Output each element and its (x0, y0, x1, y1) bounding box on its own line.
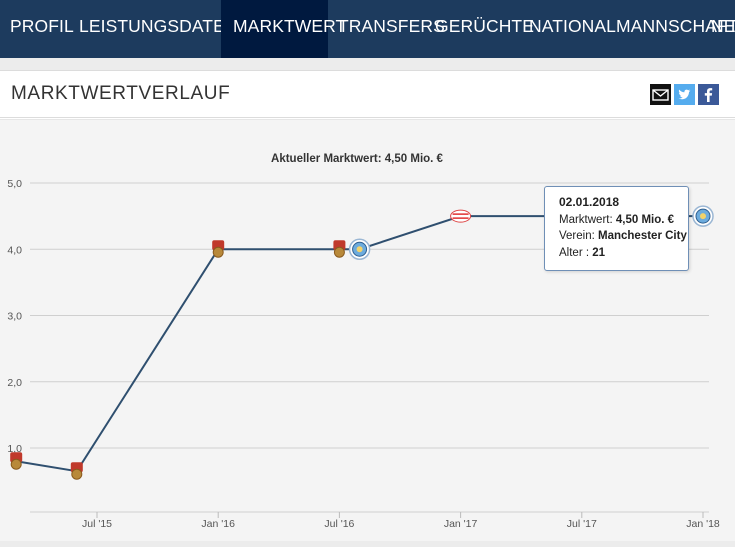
city-crest-center (356, 246, 363, 253)
x-tick-label: Jul '17 (567, 518, 597, 530)
box-header: MARKTWERTVERLAUF (0, 71, 735, 118)
nav-geruechte[interactable]: GERÜCHTE (435, 16, 534, 36)
augsburg-crest-emblem (10, 458, 22, 470)
tooltip-club-row: Verein: Manchester City (559, 228, 688, 245)
chart-title: Aktueller Marktwert: 4,50 Mio. € (271, 153, 444, 165)
nav-transfers[interactable]: TRANSFERS (338, 16, 445, 36)
tooltip-age-label: Alter (559, 246, 583, 259)
augsburg-crest-emblem (71, 468, 83, 480)
x-tick-label: Jul '15 (82, 518, 112, 530)
y-tick-label: 3,0 (7, 311, 22, 323)
spacer-band (0, 58, 735, 70)
marktwert-box: MARKTWERTVERLAUF Aktueller Marktwert: 4,… (0, 70, 735, 547)
tooltip-age-value: 21 (592, 246, 606, 259)
chart-area: Aktueller Marktwert: 4,50 Mio. € 5,0 4,0 3,… (0, 119, 735, 547)
tooltip-market-label: Marktwert: (559, 213, 613, 226)
y-tick-label: 5,0 (7, 178, 22, 190)
tooltip-date: 02.01.2018 (559, 195, 620, 209)
x-tick-label: Jan '16 (201, 518, 235, 530)
nav-profil[interactable]: PROFIL (10, 16, 74, 36)
market-value-chart: Aktueller Marktwert: 4,50 Mio. € 5,0 4,0 3,… (7, 153, 720, 530)
nav-news[interactable]: NEW (711, 16, 735, 36)
box-title: MARKTWERTVERLAUF (11, 83, 231, 104)
tooltip-club-label: Verein: (559, 230, 595, 242)
y-tick-label: 2,0 (7, 377, 22, 389)
y-tick-label: 4,0 (7, 244, 22, 256)
city-crest-center (700, 213, 706, 220)
augsburg-crest-emblem (212, 246, 224, 258)
chart-tooltip: 02.01.2018 Marktwert: 4,50 Mio. € Verein… (544, 186, 689, 271)
tooltip-age-row: Alter : 21 (559, 246, 606, 259)
y-tick-label: 1,0 (7, 443, 22, 455)
tooltip-market-value: 4,50 Mio. € (615, 213, 675, 226)
twitter-icon[interactable] (674, 84, 695, 105)
mail-icon[interactable] (650, 84, 671, 105)
nav-marktwert[interactable]: MARKTWERT (221, 0, 346, 58)
x-tick-label: Jan '18 (686, 518, 720, 530)
psv-crest-icon (450, 209, 472, 223)
tooltip-market-row: Marktwert: 4,50 Mio. € (559, 212, 688, 229)
nav-nationalmannschaft[interactable]: NATIONALMANNSCHAFT (529, 16, 735, 36)
main-navbar: PROFIL LEISTUNGSDATEN MARKTWERT TRANSFER… (0, 0, 735, 58)
tooltip-club-value: Manchester City (598, 230, 687, 242)
x-tick-label: Jul '16 (324, 518, 354, 530)
x-tick-label: Jan '17 (444, 518, 478, 530)
facebook-icon[interactable] (698, 84, 719, 105)
augsburg-crest-emblem (333, 246, 345, 258)
bottom-band (0, 541, 735, 547)
